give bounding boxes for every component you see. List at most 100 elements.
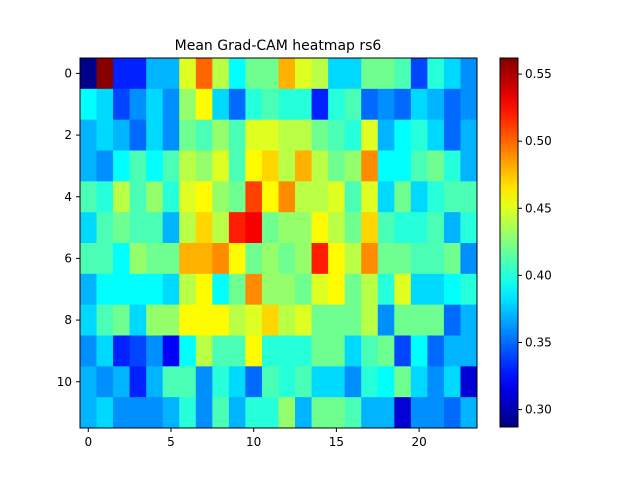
heatmap-cell — [129, 181, 147, 213]
heatmap-cell — [377, 304, 395, 336]
colorbar-tick-label: 0.40 — [525, 268, 552, 282]
heatmap-cell — [228, 181, 246, 213]
heatmap-cell — [443, 88, 461, 121]
chart-title: Mean Grad-CAM heatmap rs6 — [175, 38, 382, 54]
heatmap-cell — [427, 58, 445, 90]
heatmap-cell — [394, 88, 412, 121]
plot-frame — [79, 57, 478, 429]
heatmap-cell — [245, 366, 263, 398]
heatmap-cell — [96, 212, 114, 244]
heatmap-cell — [344, 58, 362, 90]
heatmap-cell — [278, 212, 296, 244]
heatmap-cell — [113, 335, 131, 367]
heatmap-cell — [377, 335, 395, 367]
heatmap-cell — [113, 366, 131, 398]
heatmap-cell — [80, 119, 97, 151]
heatmap-cell — [295, 304, 312, 336]
heatmap-cell — [179, 58, 197, 90]
heatmap-cell — [96, 150, 114, 182]
heatmap-cell — [377, 212, 395, 244]
heatmap-cell — [295, 273, 312, 306]
heatmap-cell — [460, 212, 478, 244]
heatmap-cell — [410, 88, 428, 121]
heatmap-cell — [427, 150, 445, 182]
heatmap-cell — [443, 335, 461, 367]
heatmap-cell — [96, 273, 114, 306]
heatmap-cell — [96, 366, 114, 398]
heatmap-cell — [344, 304, 362, 336]
heatmap-cell — [162, 397, 180, 429]
heatmap-cell — [212, 304, 230, 336]
colorbar-tick-label: 0.35 — [525, 335, 552, 349]
heatmap-cell — [195, 150, 213, 182]
heatmap-cell — [344, 397, 362, 429]
heatmap-cell — [278, 366, 296, 398]
heatmap-cell — [80, 273, 97, 306]
heatmap-cell — [129, 150, 147, 182]
heatmap-cell — [162, 119, 180, 151]
heatmap-cell — [212, 335, 230, 367]
heatmap-cell — [361, 150, 379, 182]
heatmap-cell — [311, 243, 329, 275]
heatmap-cell — [80, 397, 97, 429]
heatmap-cell — [295, 150, 312, 182]
heatmap-cell — [146, 119, 164, 151]
heatmap-cell — [146, 243, 164, 275]
heatmap-cell — [195, 212, 213, 244]
heatmap-cell — [410, 273, 428, 306]
colorbar-tick-label: 0.30 — [525, 403, 552, 417]
heatmap-cell — [361, 88, 379, 121]
heatmap-cell — [328, 397, 346, 429]
heatmap-cell — [80, 88, 97, 121]
y-tick-label: 4 — [64, 190, 72, 204]
heatmap-cell — [212, 119, 230, 151]
heatmap-cell — [295, 366, 312, 398]
heatmap-cell — [245, 273, 263, 306]
heatmap-cell — [261, 366, 279, 398]
heatmap-cell — [162, 243, 180, 275]
heatmap-cell — [195, 181, 213, 213]
heatmap-cell — [162, 181, 180, 213]
heatmap-cell — [228, 335, 246, 367]
heatmap-cell — [212, 212, 230, 244]
heatmap-cell — [96, 304, 114, 336]
heatmap-cell — [129, 304, 147, 336]
heatmap-cell — [410, 181, 428, 213]
heatmap-cell — [146, 212, 164, 244]
heatmap-cell — [344, 119, 362, 151]
colorbar — [499, 57, 519, 428]
x-tick-label: 0 — [84, 435, 92, 449]
heatmap-cell — [228, 304, 246, 336]
heatmap-cell — [113, 88, 131, 121]
heatmap-cell — [113, 243, 131, 275]
heatmap-cell — [443, 304, 461, 336]
heatmap-cell — [80, 304, 97, 336]
heatmap-cell — [394, 243, 412, 275]
heatmap-cell — [328, 304, 346, 336]
heatmap-cell — [328, 181, 346, 213]
heatmap-cell — [179, 397, 197, 429]
heatmap-cell — [146, 366, 164, 398]
heatmap-cell — [311, 212, 329, 244]
heatmap-cell — [410, 119, 428, 151]
heatmap-cell — [179, 243, 197, 275]
heatmap-cell — [228, 119, 246, 151]
heatmap-cell — [443, 243, 461, 275]
heatmap-cell — [460, 335, 478, 367]
heatmap-cell — [278, 273, 296, 306]
heatmap-cell — [427, 366, 445, 398]
heatmap-cell — [195, 304, 213, 336]
heatmap-cell — [80, 150, 97, 182]
heatmap-cell — [245, 304, 263, 336]
heatmap-cell — [328, 119, 346, 151]
heatmap-cell — [162, 304, 180, 336]
heatmap-cell — [394, 212, 412, 244]
heatmap-cell — [394, 119, 412, 151]
heatmap-cell — [377, 150, 395, 182]
heatmap-cell — [311, 397, 329, 429]
heatmap-cell — [394, 58, 412, 90]
heatmap-cell — [394, 397, 412, 429]
heatmap-cell — [311, 366, 329, 398]
y-tick-label: 10 — [57, 375, 72, 389]
heatmap-cell — [245, 58, 263, 90]
